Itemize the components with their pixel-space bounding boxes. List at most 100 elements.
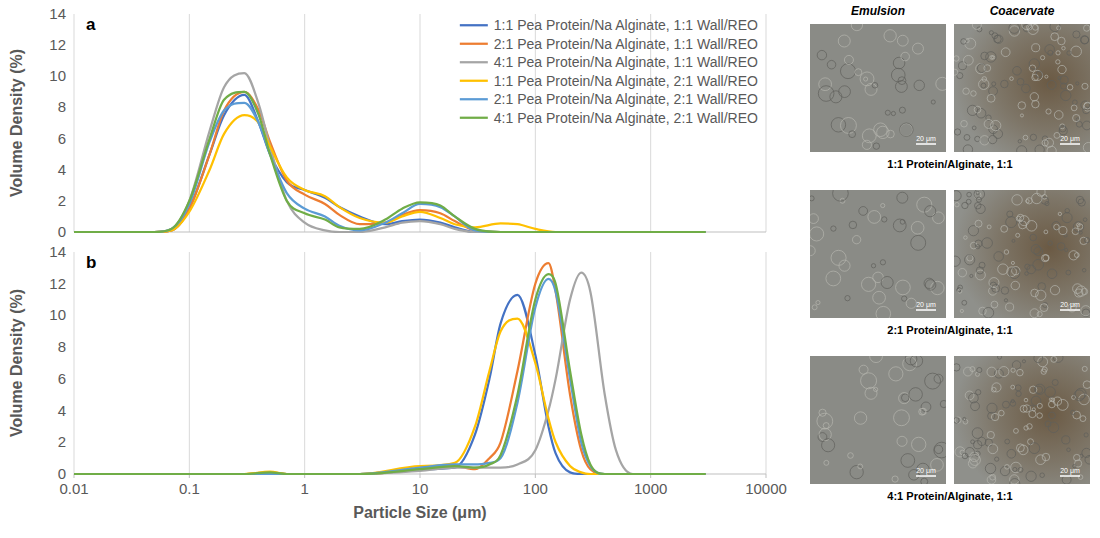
texture — [1020, 405, 1027, 412]
texture — [962, 453, 968, 459]
texture — [859, 207, 868, 216]
texture — [1030, 93, 1038, 101]
texture — [1011, 281, 1019, 289]
texture — [1080, 36, 1088, 44]
texture — [893, 219, 906, 232]
texture — [987, 403, 997, 413]
micrograph — [954, 24, 1090, 152]
texture — [1073, 411, 1081, 419]
texture — [912, 437, 926, 451]
texture — [1017, 369, 1024, 376]
row-caption: 1:1 Protein/Alginate, 1:1 — [887, 158, 1012, 170]
texture — [1082, 268, 1086, 272]
y-tick-label: 8 — [58, 98, 66, 115]
texture — [812, 305, 817, 310]
texture — [924, 278, 934, 288]
texture — [1034, 356, 1043, 363]
legend-label: 4:1 Pea Protein/Na Alginate, 1:1 Wall/RE… — [494, 54, 758, 70]
texture — [1077, 224, 1082, 229]
texture — [824, 460, 829, 465]
micrograph-ground — [954, 356, 1090, 484]
texture — [881, 203, 885, 207]
texture — [998, 356, 1002, 359]
texture — [975, 136, 980, 141]
texture — [911, 235, 926, 250]
texture — [1015, 385, 1021, 391]
y-tick-label: 14 — [49, 5, 66, 22]
texture — [1071, 46, 1082, 57]
texture — [985, 463, 995, 473]
texture — [833, 190, 849, 201]
texture — [849, 221, 857, 229]
micrograph-ground — [810, 190, 946, 318]
y-tick-label: 4 — [58, 161, 66, 178]
x-tick — [766, 474, 767, 478]
texture — [900, 123, 913, 136]
texture — [971, 91, 977, 97]
legend-swatch — [460, 80, 488, 82]
texture — [1001, 287, 1008, 294]
texture — [1054, 111, 1063, 120]
texture — [1011, 385, 1015, 389]
y-tick-label: 0 — [58, 223, 66, 240]
texture — [1073, 31, 1080, 38]
texture — [954, 56, 959, 61]
texture — [976, 64, 986, 74]
texture — [957, 288, 961, 292]
texture — [1011, 261, 1014, 264]
row-caption: 2:1 Protein/Alginate, 1:1 — [887, 324, 1012, 336]
texture — [1033, 259, 1044, 270]
legend-label: 1:1 Pea Protein/Na Alginate, 1:1 Wall/RE… — [494, 17, 758, 33]
texture — [850, 465, 863, 478]
texture — [1036, 455, 1046, 465]
texture — [1052, 379, 1058, 385]
texture — [831, 226, 836, 231]
texture — [1013, 66, 1022, 75]
texture — [1073, 100, 1078, 105]
texture — [1080, 416, 1086, 422]
scale-bar — [1060, 309, 1080, 311]
legend-swatch — [460, 43, 488, 45]
texture — [1004, 250, 1009, 255]
texture — [964, 134, 970, 140]
texture — [864, 77, 868, 81]
texture — [881, 276, 893, 288]
texture — [1066, 270, 1071, 275]
texture — [936, 77, 946, 90]
x-tick-label: 10000 — [745, 480, 787, 497]
texture — [1037, 413, 1043, 419]
texture — [1007, 449, 1016, 458]
x-tick-label: 100 — [523, 480, 548, 497]
texture — [1049, 412, 1056, 419]
texture — [852, 236, 860, 244]
texture — [1083, 381, 1090, 389]
series-group — [74, 263, 706, 474]
texture — [905, 356, 917, 365]
texture — [1013, 467, 1017, 471]
texture — [1048, 401, 1055, 408]
texture — [854, 412, 866, 424]
texture — [1001, 48, 1010, 57]
y-axis-title: Volume Density (%) — [8, 49, 25, 197]
texture — [975, 240, 982, 247]
texture — [1071, 105, 1077, 111]
texture — [819, 78, 832, 91]
texture — [965, 447, 974, 456]
texture — [901, 454, 915, 468]
scale-bar-label: 20 μm — [1060, 135, 1080, 143]
panel-label: a — [86, 15, 96, 34]
texture — [991, 387, 996, 392]
texture — [1047, 269, 1057, 279]
scale-bar-label: 20 μm — [1060, 301, 1080, 309]
texture — [831, 250, 846, 265]
texture — [1062, 436, 1070, 444]
texture — [1026, 221, 1037, 232]
texture — [822, 439, 835, 452]
texture — [1030, 234, 1037, 241]
micrograph-ground — [810, 356, 946, 484]
texture — [840, 64, 855, 79]
texture — [962, 202, 968, 208]
row-caption: 4:1 Protein/Alginate, 1:1 — [887, 490, 1012, 502]
texture — [963, 88, 970, 95]
legend-label: 1:1 Pea Protein/Na Alginate, 2:1 Wall/RE… — [494, 73, 758, 89]
